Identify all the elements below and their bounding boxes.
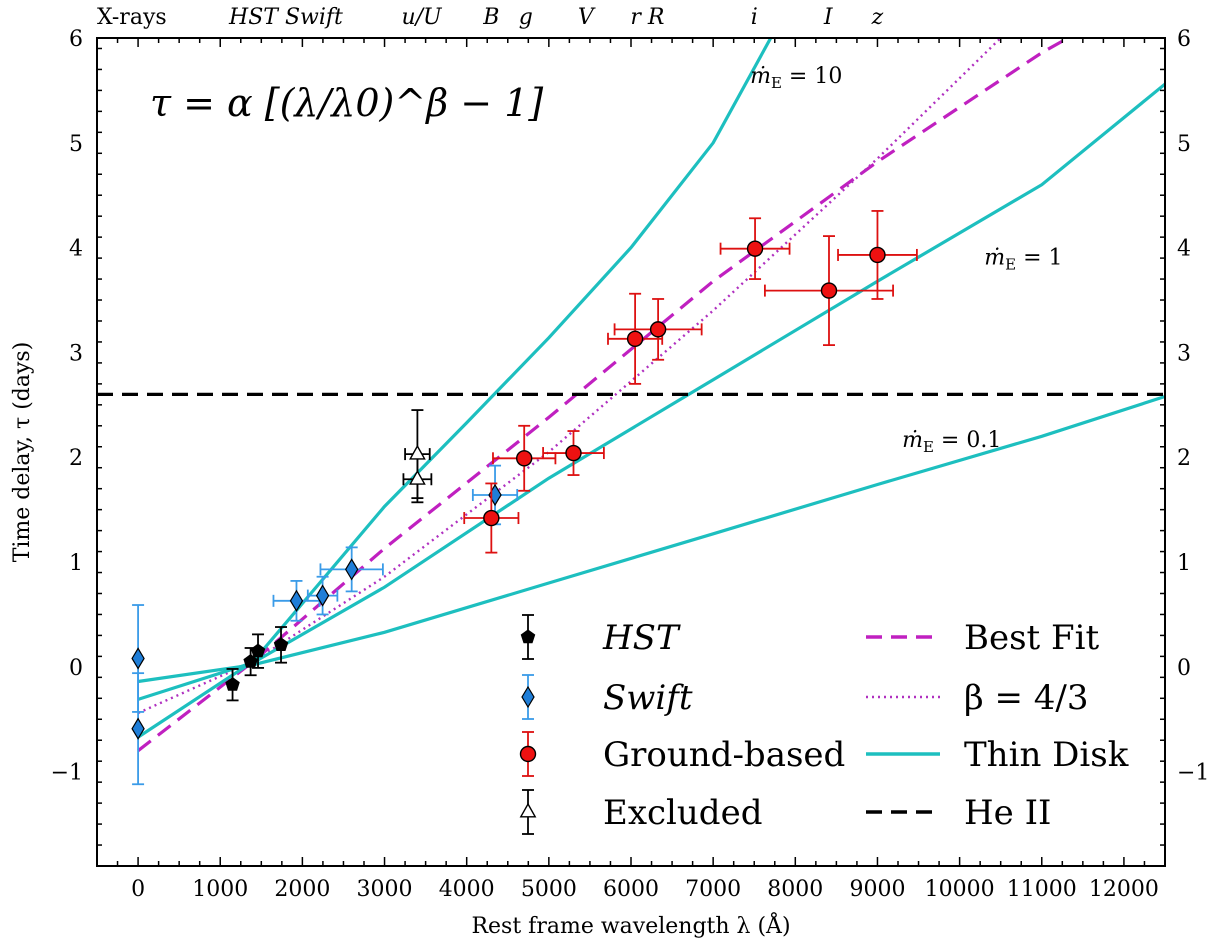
ground-based-point-0 <box>483 509 500 527</box>
curve-thin-disk-4 <box>137 394 1165 684</box>
legend-label: Thin Disk <box>964 735 1129 775</box>
y-tick-label-left: −1 <box>51 761 83 786</box>
y-tick-label-left: 5 <box>69 132 83 157</box>
y-tick-label-left: 1 <box>69 551 83 576</box>
y-tick-label-right: 3 <box>1177 341 1191 366</box>
legend-marker-3 <box>519 802 537 818</box>
model-label-prefix: ṁ <box>984 245 1005 270</box>
legend-marker-2 <box>519 745 537 763</box>
x-tick-label: 10000 <box>925 877 995 902</box>
model-label: ṁE = 10 <box>750 64 842 92</box>
x-tick-label: 7000 <box>685 877 741 902</box>
x-tick-label: 5000 <box>521 877 577 902</box>
model-label-suffix: = 10 <box>782 64 842 89</box>
axis-ticks <box>96 38 1166 867</box>
model-label: ṁE = 0.1 <box>902 428 1001 456</box>
band-label: z <box>871 5 884 30</box>
model-label-suffix: = 0.1 <box>934 428 1001 453</box>
model-label: ṁE = 1 <box>984 245 1062 273</box>
ground-based-point-5 <box>746 240 764 257</box>
x-tick-label: 6000 <box>603 877 659 902</box>
hst-point-1 <box>243 653 258 668</box>
band-label: g <box>519 5 533 30</box>
y-tick-label-left: 2 <box>69 446 83 471</box>
y-tick-label-left: 4 <box>69 237 83 262</box>
model-label-sub: E <box>771 74 782 92</box>
legend-marker-0 <box>520 629 536 644</box>
legend-label: β = 4/3 <box>964 678 1088 718</box>
ground-based-point-3 <box>626 330 644 348</box>
swift-point-1 <box>131 717 145 740</box>
axis-labels: 0 1000 2000 3000 4000 5000 6000 7000 8000 9000 100… <box>10 5 1209 939</box>
y-tick-label-left: 0 <box>69 656 83 681</box>
x-tick-label: 12000 <box>1089 877 1159 902</box>
excluded-point-0 <box>409 444 426 460</box>
legend-marker-1 <box>521 685 535 709</box>
legend: HST Swift Ground-based Excluded Best Fit β = … <box>519 614 1129 835</box>
model-label-sub: E <box>1005 255 1016 273</box>
legend-label: HST <box>602 618 681 658</box>
data-points <box>131 210 918 786</box>
legend-label: Best Fit <box>964 618 1099 658</box>
model-label-suffix: = 1 <box>1016 245 1062 270</box>
swift-point-3 <box>315 584 330 607</box>
excluded-point-1 <box>409 469 426 485</box>
hst-point-3 <box>273 637 289 651</box>
x-tick-label: 9000 <box>849 877 905 902</box>
x-tick-label: 1000 <box>192 877 248 902</box>
ground-based-point-1 <box>516 450 533 467</box>
curve-best-fit <box>137 38 1072 752</box>
x-axis-title: Rest frame wavelength λ (Å) <box>471 911 790 939</box>
x-tick-label: 0 <box>131 877 145 902</box>
y-tick-label-right: 5 <box>1177 132 1191 157</box>
swift-point-2 <box>289 589 304 612</box>
band-label: u/U <box>401 5 443 30</box>
ground-based-point-4 <box>649 321 667 338</box>
x-tick-label: 3000 <box>357 877 413 902</box>
band-label: I <box>823 5 834 30</box>
x-tick-label: 8000 <box>767 877 823 902</box>
hst-point-2 <box>250 643 266 658</box>
model-label-prefix: ṁ <box>902 428 923 453</box>
band-label: r R <box>630 5 664 30</box>
y-tick-label-left: 3 <box>69 341 83 366</box>
ground-based-point-6 <box>820 282 838 299</box>
legend-label: Excluded <box>603 793 762 833</box>
ground-based-point-2 <box>565 444 582 462</box>
legend-label: He II <box>964 793 1051 833</box>
swift-point-0 <box>131 647 145 670</box>
curve-thin-disk <box>137 38 773 739</box>
y-tick-label-right: 2 <box>1177 446 1191 471</box>
y-tick-label-right: 4 <box>1177 237 1191 262</box>
y-tick-label-right: 1 <box>1177 551 1191 576</box>
legend-label: Ground-based <box>603 735 845 775</box>
band-label: B <box>482 5 499 30</box>
band-label: X-rays <box>97 5 167 30</box>
hst-point-0 <box>225 677 240 691</box>
y-tick-label-right: −1 <box>1177 761 1209 786</box>
model-curves <box>97 38 1165 752</box>
x-tick-label: 11000 <box>1007 877 1077 902</box>
model-label-prefix: ṁ <box>750 64 771 89</box>
band-label: HST Swift <box>228 5 343 30</box>
band-label: i <box>751 5 758 30</box>
legend-label: Swift <box>603 678 693 718</box>
curve-thin-disk-3 <box>137 82 1165 701</box>
x-tick-label: 4000 <box>439 877 495 902</box>
y-tick-label-right: 6 <box>1177 27 1191 52</box>
y-tick-label-left: 6 <box>69 27 83 52</box>
ground-based-point-7 <box>869 246 886 264</box>
y-axis-title: Time delay, τ (days) <box>10 342 35 563</box>
x-tick-label: 2000 <box>274 877 330 902</box>
formula-text: τ = α [(λ/λ0)^β − 1] <box>150 81 543 125</box>
y-tick-label-right: 0 <box>1177 656 1191 681</box>
swift-point-4 <box>344 558 359 581</box>
band-label: V <box>578 5 596 30</box>
model-label-sub: E <box>923 438 934 456</box>
